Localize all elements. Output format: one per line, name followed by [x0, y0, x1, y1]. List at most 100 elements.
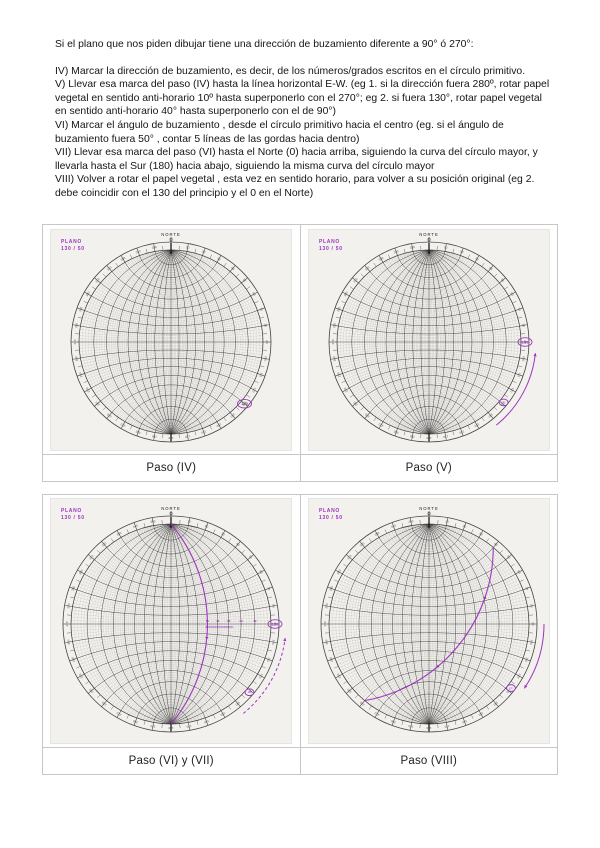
svg-text:290: 290	[336, 305, 342, 311]
svg-text:130: 130	[241, 401, 248, 406]
svg-text:110: 110	[266, 657, 272, 663]
svg-text:250: 250	[78, 371, 84, 377]
svg-text:20: 20	[462, 524, 467, 529]
svg-text:350: 350	[409, 244, 415, 249]
svg-text:300: 300	[85, 290, 91, 297]
svg-text:100: 100	[521, 355, 526, 361]
svg-text:310: 310	[88, 554, 94, 561]
svg-text:230: 230	[94, 400, 100, 407]
svg-text:10: 10	[187, 519, 191, 524]
svg-text:PLANO: PLANO	[61, 508, 82, 514]
scan-paso-iv: 10 20 30 40 50 60 70 80 90 100 110 120 130 140 150 160 1…	[50, 228, 293, 451]
figure-caption-paso-viii: Paso (VIII)	[400, 755, 458, 767]
svg-text:30: 30	[227, 619, 231, 623]
svg-text:190: 190	[409, 434, 415, 439]
svg-text:150: 150	[473, 422, 480, 428]
svg-text:320: 320	[359, 541, 366, 547]
figure-caption-paso-vi-vii: Paso (VI) y (VII)	[43, 748, 301, 774]
svg-text:350: 350	[152, 244, 158, 249]
svg-text:160: 160	[458, 429, 464, 435]
svg-text:250: 250	[328, 656, 334, 662]
svg-text:220: 220	[101, 700, 108, 706]
svg-text:170: 170	[185, 434, 191, 439]
svg-text:330: 330	[378, 255, 385, 261]
svg-text:60: 60	[516, 570, 521, 575]
svg-text:330: 330	[120, 255, 127, 261]
svg-text:PLANO: PLANO	[61, 239, 82, 245]
svg-text:110: 110	[524, 657, 530, 663]
svg-text:50: 50	[500, 277, 505, 282]
svg-text:30: 30	[474, 256, 479, 261]
svg-text:0: 0	[427, 237, 430, 243]
step-paragraph-iv: IV) Marcar la dirección de buzamiento, e…	[55, 65, 526, 77]
svg-text:60: 60	[252, 291, 257, 296]
step-paragraph-v: V) Llevar esa marca del paso (IV) hasta …	[55, 79, 550, 118]
svg-text:300: 300	[78, 569, 84, 576]
svg-text:90: 90	[273, 622, 277, 626]
svg-text:40: 40	[236, 542, 241, 547]
svg-text:260: 260	[74, 355, 79, 361]
svg-text:130: 130	[499, 400, 505, 407]
svg-text:140: 140	[492, 701, 499, 707]
svg-text:290: 290	[328, 585, 334, 591]
svg-text:170: 170	[444, 724, 450, 729]
svg-text:100: 100	[529, 639, 534, 645]
svg-text:230: 230	[346, 687, 352, 694]
svg-text:320: 320	[364, 265, 371, 271]
svg-text:160: 160	[203, 719, 209, 725]
svg-text:280: 280	[74, 322, 79, 328]
figure-cell-paso-viii: 10 20 30 40 50 60 70 80 90 100 110 120 130 140 150 160 1…	[301, 495, 558, 747]
svg-text:60: 60	[259, 570, 264, 575]
svg-text:PLANO: PLANO	[319, 239, 340, 245]
svg-text:60: 60	[509, 291, 514, 296]
svg-text:130: 130	[272, 621, 279, 626]
figure-cell-paso-vi-vii: 10 20 30 40 50 60 70 80 90 100 110 120 130 140 150 160 1…	[43, 495, 301, 747]
svg-text:50: 50	[506, 555, 511, 560]
svg-text:220: 220	[106, 412, 113, 418]
svg-text:10: 10	[445, 519, 449, 524]
svg-text:100: 100	[271, 639, 276, 645]
svg-text:280: 280	[324, 603, 329, 609]
svg-text:260: 260	[324, 639, 329, 645]
svg-text:140: 140	[235, 701, 242, 707]
stereonet-diagram-paso-v: 10 20 30 40 50 60 70 80 90 100 110 120 130 140 150 160 1…	[319, 232, 537, 442]
svg-text:NORTE: NORTE	[161, 232, 181, 237]
svg-text:10: 10	[186, 245, 190, 250]
svg-text:140: 140	[487, 412, 494, 418]
svg-text:70: 70	[267, 586, 272, 591]
step-paragraph-vii: VII) Llevar esa marca del paso (VI) hast…	[55, 147, 538, 172]
svg-text:290: 290	[71, 585, 77, 591]
svg-text:140: 140	[230, 412, 237, 418]
svg-text:300: 300	[336, 569, 342, 576]
svg-text:250: 250	[71, 656, 77, 662]
svg-text:280: 280	[332, 322, 337, 328]
svg-text:130: 130	[241, 400, 247, 407]
svg-text:90: 90	[523, 340, 527, 344]
svg-text:120: 120	[509, 386, 515, 393]
svg-text:310: 310	[346, 554, 352, 561]
svg-text:40: 40	[216, 619, 220, 623]
scan-paso-viii: 10 20 30 40 50 60 70 80 90 100 110 120 130 140 150 160 1…	[307, 498, 550, 744]
svg-text:50: 50	[242, 277, 247, 282]
svg-text:340: 340	[390, 523, 396, 529]
figure-cell-paso-iv: 10 20 30 40 50 60 70 80 90 100 110 120 130 140 150 160 1…	[43, 225, 301, 454]
svg-text:160: 160	[461, 719, 467, 725]
svg-text:250: 250	[336, 371, 342, 377]
svg-text:130 / 50: 130 / 50	[319, 515, 343, 521]
svg-text:240: 240	[85, 386, 91, 393]
intro-paragraph: Si el plano que nos piden dibujar tiene …	[55, 39, 474, 50]
svg-text:110: 110	[259, 371, 265, 377]
svg-text:210: 210	[116, 711, 123, 717]
svg-text:120: 120	[516, 673, 522, 680]
svg-text:130 / 50: 130 / 50	[61, 246, 85, 252]
scan-paso-v: 10 20 30 40 50 60 70 80 90 100 110 120 130 140 150 160 1…	[307, 228, 550, 451]
svg-text:80: 80	[521, 323, 526, 327]
svg-text:40: 40	[493, 542, 498, 547]
stereonet-diagram-paso-viii: 10 20 30 40 50 60 70 80 90 100 110 120 130 140 150 160 1…	[319, 506, 545, 733]
svg-text:130 / 50: 130 / 50	[319, 246, 343, 252]
svg-text:340: 340	[135, 248, 141, 254]
svg-text:80: 80	[529, 604, 534, 608]
svg-text:190: 190	[408, 724, 414, 729]
svg-text:90: 90	[531, 622, 535, 626]
figure-table-top: 10 20 30 40 50 60 70 80 90 100 110 120 130 140 150 160 1…	[42, 224, 558, 482]
